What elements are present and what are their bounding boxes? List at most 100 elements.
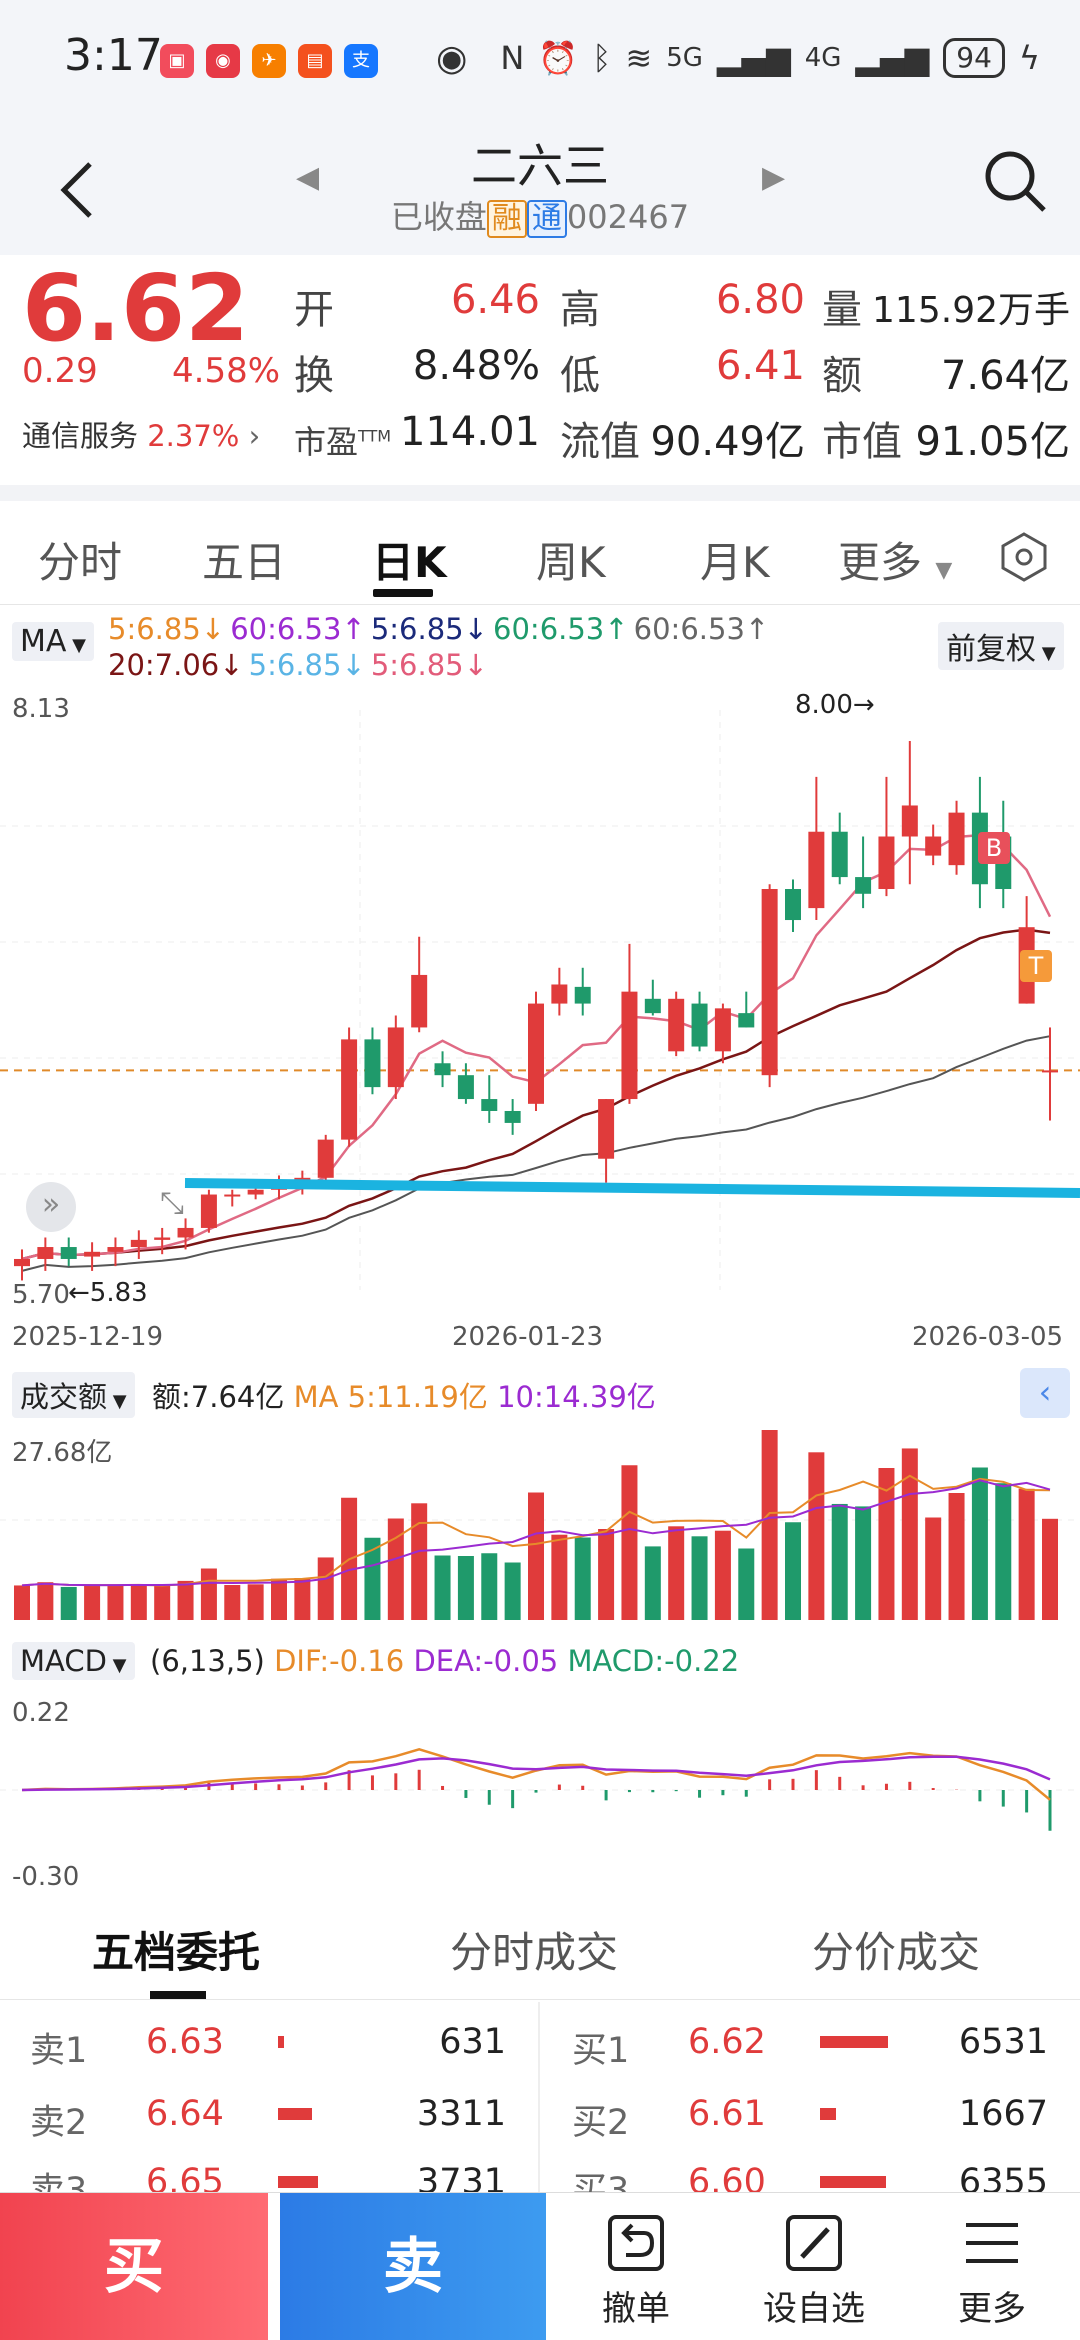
tab-order-book[interactable]: 五档委托 xyxy=(92,1928,261,1977)
signal-icon: ▂▄▆ xyxy=(716,39,791,77)
tab-monthly-k[interactable]: 月K xyxy=(700,538,770,587)
stock-subtitle: 已收盘融通 002467 xyxy=(0,192,1080,238)
stock-code: 002467 xyxy=(566,198,690,236)
candle-body xyxy=(948,812,965,866)
date-mid: 2026-01-23 xyxy=(452,1322,604,1352)
volume-bar xyxy=(1042,1518,1058,1620)
volume-bar xyxy=(598,1529,615,1620)
app-notification-icon: ✈ xyxy=(252,44,286,78)
ma-legend-item: 5:6.85↓ xyxy=(108,612,226,646)
low-value: 6.41 xyxy=(715,343,805,389)
high-value: 6.80 xyxy=(715,277,805,323)
wifi-icon: ≋ xyxy=(625,39,653,77)
ma-legend-item: 60:6.53↑ xyxy=(493,612,629,646)
turnover-value: 8.48% xyxy=(412,343,540,389)
ma-legend-item: 5:6.85↓ xyxy=(370,648,488,682)
network-5g: 5G xyxy=(666,43,703,73)
volume-bar xyxy=(14,1585,30,1620)
sell2-qty: 3311 xyxy=(416,2094,506,2134)
volume-bar xyxy=(294,1578,311,1620)
buy2-label: 买2 xyxy=(572,2103,630,2143)
date-start: 2025-12-19 xyxy=(12,1322,164,1352)
volume-bar xyxy=(247,1584,264,1620)
add-watchlist-button[interactable]: 设自选 xyxy=(734,2211,894,2330)
volume-bar xyxy=(831,1503,848,1620)
app-notification-icon: ▣ xyxy=(160,44,194,78)
adjust-mode-button[interactable]: 前复权 ▼ xyxy=(938,622,1064,670)
expand-left-button[interactable]: » xyxy=(26,1182,76,1232)
dropdown-icon: ▼ xyxy=(935,558,953,583)
sector-link[interactable]: 通信服务 2.37% › xyxy=(22,413,260,455)
volume-bar xyxy=(785,1522,801,1620)
volume-bar xyxy=(574,1537,591,1620)
tab-intraday[interactable]: 分时 xyxy=(38,538,123,587)
candle-body xyxy=(317,1139,334,1178)
tab-more-label: 更多 xyxy=(838,538,923,587)
turnover-label: 换 xyxy=(294,353,334,399)
ma-legend-item: 5:6.85↓ xyxy=(370,612,488,646)
candle-body xyxy=(551,984,568,1004)
active-tab-indicator xyxy=(150,1991,206,1999)
chart-settings-button[interactable] xyxy=(998,531,1050,587)
back-button[interactable] xyxy=(50,150,110,230)
buy-signal-marker[interactable]: B xyxy=(978,832,1010,864)
buy-button[interactable]: 买 xyxy=(0,2193,268,2340)
ma-indicator-button[interactable]: MA ▼ xyxy=(12,622,94,661)
tab-tick-trades[interactable]: 分时成交 xyxy=(450,1928,619,1977)
alarm-icon: ⏰ xyxy=(538,39,579,77)
ma-btn-label: MA xyxy=(20,624,67,659)
search-button[interactable] xyxy=(982,148,1048,218)
ma20-line xyxy=(21,928,1051,1261)
tab-price-volume[interactable]: 分价成交 xyxy=(812,1928,981,1977)
volume-indicator-button[interactable]: 成交额 ▼ xyxy=(12,1372,135,1418)
status-bar: 3:17 ▣ ◉ ✈ ▤ 支 ◉ N ⏰ ᛒ ≋ 5G ▂▄▆ 4G ▂▄▆ 9… xyxy=(0,0,1080,120)
tab-daily-k[interactable]: 日K xyxy=(372,538,447,587)
more-button[interactable]: 更多 xyxy=(912,2211,1072,2330)
eye-icon: ◉ xyxy=(436,38,468,79)
fullscreen-icon[interactable]: ⤡ xyxy=(160,1186,184,1221)
volume-ma10: 10:14.39亿 xyxy=(497,1380,656,1414)
tab-weekly-k[interactable]: 周K xyxy=(536,538,606,587)
sell1-price: 6.63 xyxy=(146,2022,224,2062)
prev-stock-button[interactable]: ◀ xyxy=(296,160,320,195)
volume-bar xyxy=(691,1536,708,1620)
candle-body xyxy=(901,805,918,837)
candle-body xyxy=(808,831,825,909)
cancel-order-button[interactable]: 撤单 xyxy=(556,2211,716,2330)
app-notification-icon: ◉ xyxy=(206,44,240,78)
settings-hex-icon xyxy=(1001,532,1047,582)
float-cap-value: 90.49亿 xyxy=(650,419,805,465)
macd-indicator-button[interactable]: MACD ▼ xyxy=(12,1642,135,1680)
sell2-price: 6.64 xyxy=(146,2094,224,2134)
price-change: 0.29 xyxy=(22,351,98,391)
candle-body xyxy=(387,1027,404,1088)
volume-bar xyxy=(644,1546,661,1620)
cancel-order-label: 撤单 xyxy=(602,2289,670,2329)
tab-five-day[interactable]: 五日 xyxy=(202,538,287,587)
kline-chart[interactable] xyxy=(0,690,1080,1320)
candle-body xyxy=(341,1039,358,1140)
next-stock-button[interactable]: ▶ xyxy=(762,160,786,195)
collapse-panel-button[interactable]: ‹ xyxy=(1020,1368,1070,1418)
open-value: 6.46 xyxy=(450,277,540,323)
alipay-icon: 支 xyxy=(344,44,378,78)
volume-label: 量 xyxy=(822,287,862,333)
candle-body xyxy=(481,1099,498,1111)
y-axis-top: 8.13 xyxy=(12,694,70,724)
volume-ma10-line xyxy=(21,1479,1051,1587)
add-watchlist-label: 设自选 xyxy=(763,2289,865,2329)
sell-button[interactable]: 卖 xyxy=(280,2193,546,2340)
macd-dea-line xyxy=(21,1755,1051,1792)
candle-body xyxy=(84,1251,101,1257)
volume-y-top: 27.68亿 xyxy=(12,1438,113,1468)
macd-dea: DEA:-0.05 xyxy=(413,1644,559,1678)
candle-body xyxy=(598,1099,615,1159)
charging-icon: ϟ xyxy=(1018,39,1040,77)
t-signal-marker[interactable]: T xyxy=(1020,950,1052,982)
candle-body xyxy=(411,974,428,1028)
macd-y-bottom: -0.30 xyxy=(12,1862,80,1892)
candle-body xyxy=(247,1189,264,1195)
search-icon xyxy=(985,151,1046,212)
tab-more[interactable]: 更多 ▼ xyxy=(838,529,952,590)
volume-bar xyxy=(995,1483,1012,1620)
